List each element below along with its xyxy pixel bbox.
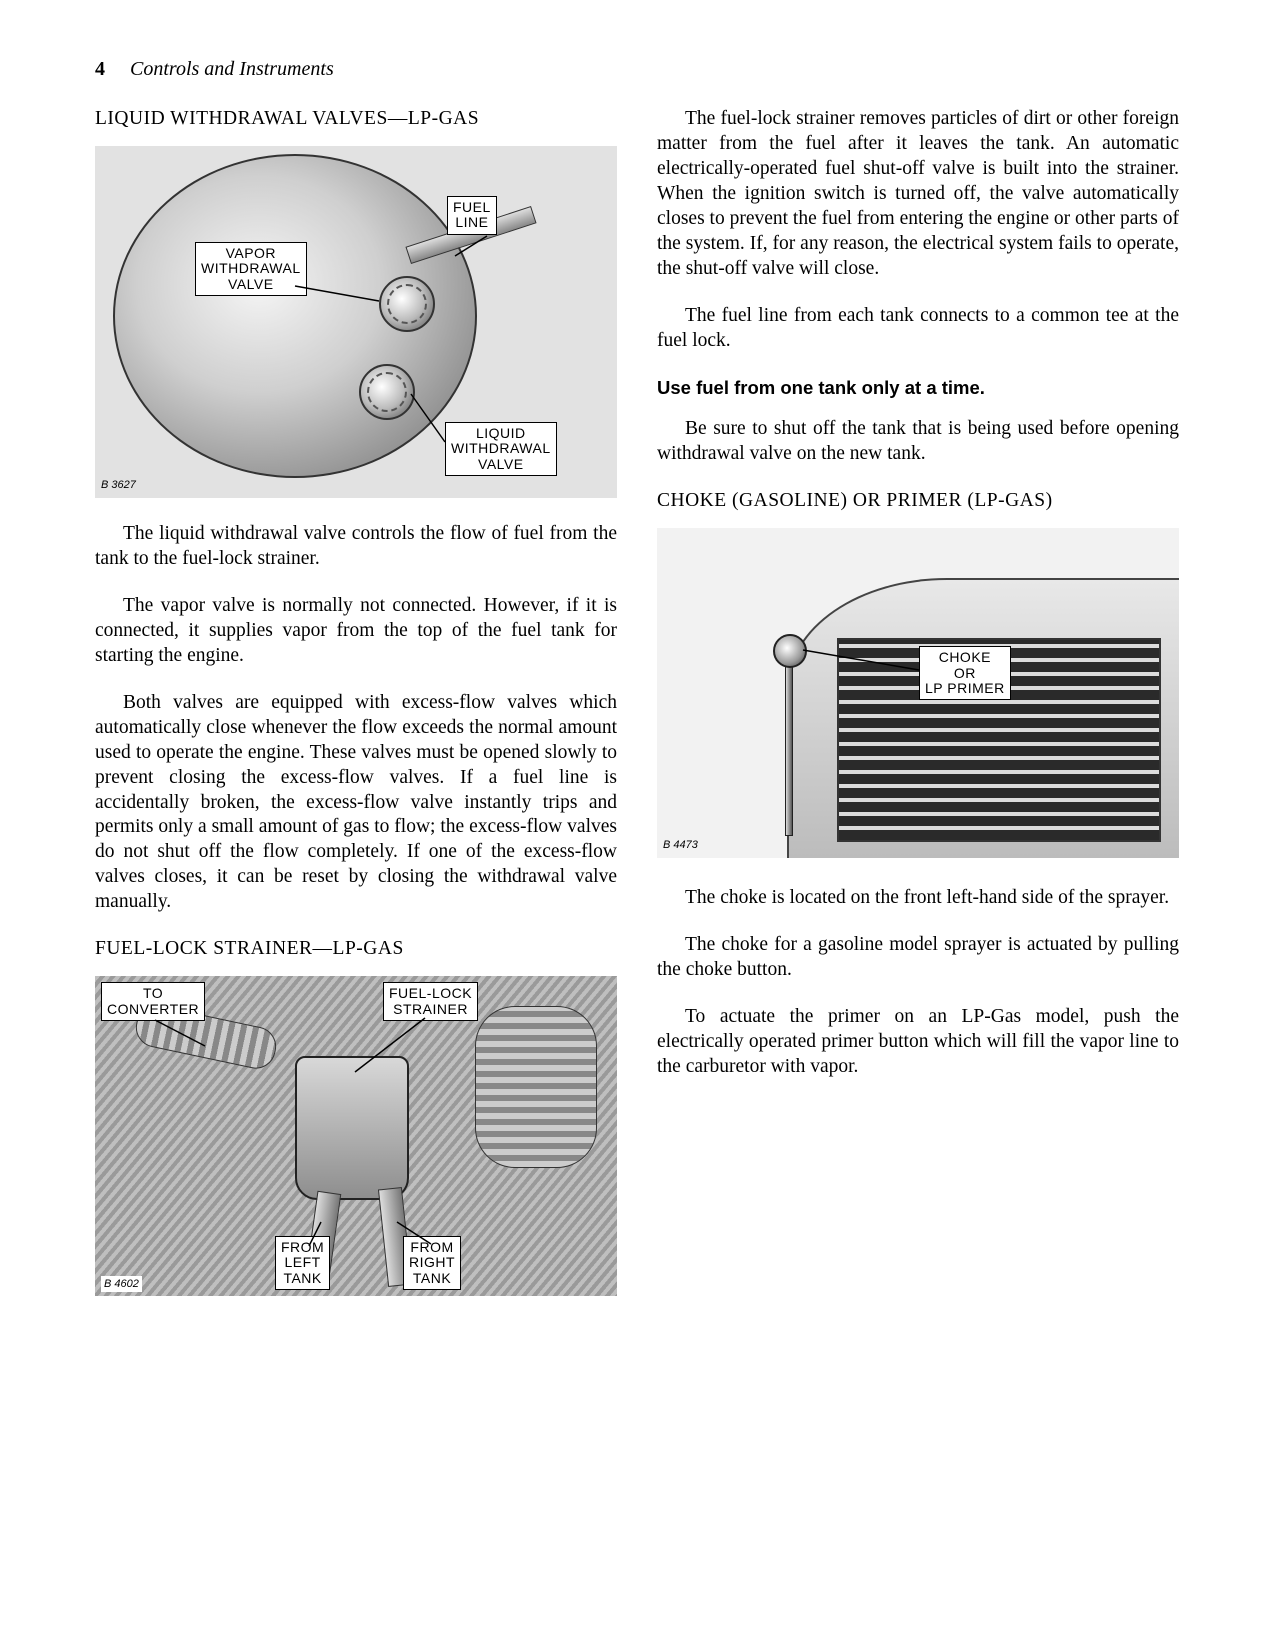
callout-from-left-tank: FROMLEFTTANK [275,1236,330,1290]
callout-to-converter: TOCONVERTER [101,982,205,1021]
choke-rod [785,664,793,836]
para-vapor-valve: The vapor valve is normally not connecte… [95,594,617,669]
figure-id-1: B 3627 [101,478,136,492]
callout-from-right-tank: FROMRIGHTTANK [403,1236,461,1290]
vapor-valve-knob [379,276,435,332]
page-header: 4 Controls and Instruments [95,58,1180,81]
page: 4 Controls and Instruments LIQUID WITHDR… [0,0,1275,1650]
heading-liquid-withdrawal: LIQUID WITHDRAWAL VALVES—LP-GAS [95,107,617,132]
para-choke-gasoline: The choke for a gasoline model sprayer i… [657,933,1179,983]
callout-strainer: FUEL-LOCKSTRAINER [383,982,478,1021]
figure-liquid-withdrawal-valves: FUELLINE VAPORWITHDRAWALVALVE LIQUIDWITH… [95,146,617,498]
para-shut-off-tank: Be sure to shut off the tank that is bei… [657,417,1179,467]
para-liquid-valve-controls: The liquid withdrawal valve controls the… [95,522,617,572]
figure-id-2: B 4602 [101,1276,142,1292]
right-column: The fuel-lock strainer removes particles… [657,107,1179,1320]
left-column: LIQUID WITHDRAWAL VALVES—LP-GAS FUELLINE… [95,107,617,1320]
liquid-valve-knob [359,364,415,420]
figure-fuel-lock-strainer: TOCONVERTER FUEL-LOCKSTRAINER FROMLEFTTA… [95,976,617,1296]
heading-choke-primer: CHOKE (GASOLINE) OR PRIMER (LP-GAS) [657,489,1179,514]
para-strainer-removes: The fuel-lock strainer removes particles… [657,107,1179,282]
para-fuel-line-tee: The fuel line from each tank connects to… [657,304,1179,354]
callout-fuel-line: FUELLINE [447,196,497,235]
hose-right [475,1006,597,1168]
para-choke-location: The choke is located on the front left-h… [657,886,1179,911]
strainer-body [295,1056,409,1200]
figure-id-3: B 4473 [663,838,698,852]
callout-vapor-valve: VAPORWITHDRAWALVALVE [195,242,307,296]
header-title: Controls and Instruments [130,58,334,80]
figure-choke-primer: CHOKEORLP PRIMER B 4473 [657,528,1179,858]
page-number: 4 [95,58,105,80]
bold-one-tank-only: Use fuel from one tank only at a time. [657,376,1179,400]
two-column-layout: LIQUID WITHDRAWAL VALVES—LP-GAS FUELLINE… [95,107,1180,1320]
choke-knob [773,634,807,668]
para-primer-lpgas: To actuate the primer on an LP-Gas model… [657,1005,1179,1080]
callout-liquid-valve: LIQUIDWITHDRAWALVALVE [445,422,557,476]
heading-fuel-lock-strainer: FUEL-LOCK STRAINER—LP-GAS [95,937,617,962]
para-excess-flow: Both valves are equipped with excess-flo… [95,691,617,916]
callout-choke-primer: CHOKEORLP PRIMER [919,646,1011,700]
